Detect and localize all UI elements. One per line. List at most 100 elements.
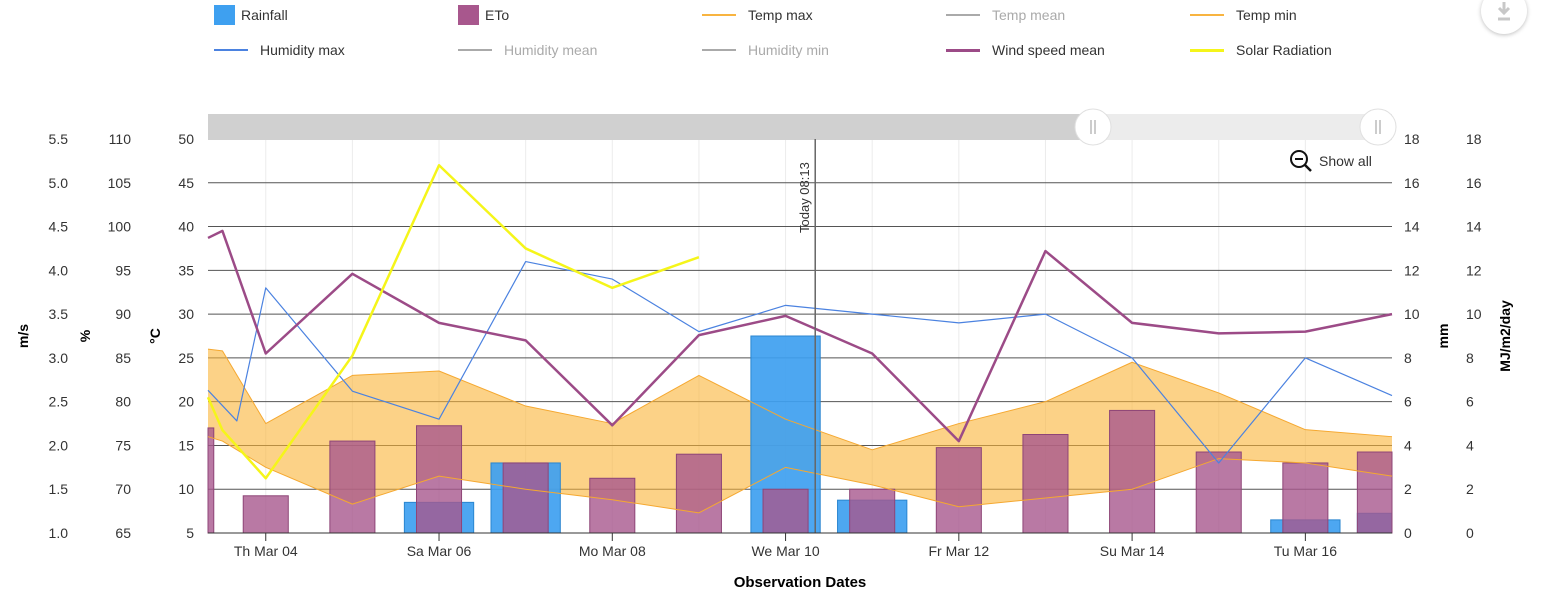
y-tick-label: 0: [1466, 525, 1474, 541]
legend-label: Humidity min: [748, 42, 829, 58]
y-tick-label: 10: [178, 481, 194, 497]
humidity-max-line: [207, 260, 1393, 464]
y-tick-label: 5.5: [49, 131, 69, 147]
legend-item-temp-max[interactable]: Temp max: [702, 4, 813, 26]
x-tick-label: Su Mar 14: [1100, 543, 1165, 559]
legend-swatch: [946, 48, 980, 52]
legend-label: Humidity max: [260, 42, 345, 58]
y-tick-label: 10: [1404, 306, 1420, 322]
eto-bar: [502, 462, 549, 534]
y-tick-label: 12: [1466, 262, 1482, 278]
legend-swatch: [214, 49, 248, 51]
y-tick-label: 8: [1404, 350, 1412, 366]
y-tick-label: 4.0: [49, 262, 69, 278]
x-tick-label: We Mar 10: [751, 543, 819, 559]
y-tick-label: 2: [1404, 481, 1412, 497]
y-tick-label: 3.5: [49, 306, 69, 322]
legend-swatch: [1190, 14, 1224, 16]
y-tick-label: 15: [178, 437, 194, 453]
y-tick-label: 12: [1404, 262, 1420, 278]
y-tick-label: 16: [1404, 175, 1420, 191]
x-axis-title: Observation Dates: [734, 574, 867, 591]
y-tick-label: 4.5: [49, 219, 69, 235]
handle-knob: [1074, 108, 1112, 146]
y-axis-humidity: 65 70 75 80 85 90 95 100 105 110%: [77, 131, 131, 541]
legend-item-humidity-max[interactable]: Humidity max: [214, 39, 345, 61]
y-tick-label: 6: [1466, 394, 1474, 410]
show-all-button[interactable]: Show all: [1289, 148, 1372, 174]
y-axis-title: %: [77, 329, 93, 342]
y-axis-wind: 1.0 1.5 2.0 2.5 3.0 3.5 4.0 4.5 5.0 5.5 m/s: [15, 131, 68, 541]
y-axis-solar: 0 2 4 6 8 10 12 14 16 18 MJ/m2/day: [1466, 131, 1513, 541]
eto-bar: [1282, 462, 1329, 534]
legend-item-rainfall[interactable]: Rainfall: [214, 4, 288, 26]
y-tick-label: 14: [1466, 219, 1482, 235]
show-all-label: Show all: [1319, 153, 1372, 169]
download-button[interactable]: [1481, 0, 1527, 34]
navigator-handle-right[interactable]: [1359, 108, 1397, 146]
x-tick-label: Mo Mar 08: [579, 543, 646, 559]
legend-item-humidity-mean[interactable]: Humidity mean: [458, 39, 597, 61]
chart-legend: Rainfall ETo Temp max Temp mean Temp min Humi…: [0, 0, 1566, 100]
legend-label: ETo: [485, 7, 510, 23]
eto-bar: [1109, 409, 1156, 534]
y-tick-label: 40: [178, 219, 194, 235]
legend-swatch: [946, 14, 980, 16]
legend-item-solar-radiation[interactable]: Solar Radiation: [1190, 39, 1332, 61]
y-tick-label: 65: [115, 525, 131, 541]
y-tick-label: 95: [115, 262, 131, 278]
navigator-selected-range: [208, 114, 1093, 140]
eto-bar: [207, 427, 215, 534]
legend-item-temp-min[interactable]: Temp min: [1190, 4, 1297, 26]
y-tick-label: 70: [115, 481, 131, 497]
eto-bars: [207, 409, 1393, 534]
legend-swatch: [214, 5, 235, 25]
y-tick-label: 6: [1404, 394, 1412, 410]
x-tick-label: Sa Mar 06: [407, 543, 472, 559]
legend-swatch: [458, 5, 479, 25]
eto-bar: [329, 440, 376, 534]
legend-item-humidity-min[interactable]: Humidity min: [702, 39, 829, 61]
y-tick-label: 5.0: [49, 175, 69, 191]
navigator-handle-left[interactable]: [1074, 108, 1112, 146]
zoom-out-icon: [1290, 150, 1312, 172]
y-axis-title: mm: [1435, 324, 1451, 349]
legend-item-eto[interactable]: ETo: [458, 4, 509, 26]
eto-bar: [849, 488, 896, 534]
legend-label: Humidity mean: [504, 42, 598, 58]
download-icon: [1497, 2, 1511, 21]
eto-bar: [1195, 451, 1242, 534]
y-axis-rain: 0 2 4 6 8 10 12 14 16 18 mm: [1404, 131, 1451, 541]
legend-item-wind-speed-mean[interactable]: Wind speed mean: [946, 39, 1105, 61]
legend-item-temp-mean[interactable]: Temp mean: [946, 4, 1065, 26]
x-tick-label: Tu Mar 16: [1274, 543, 1337, 559]
y-tick-label: 25: [178, 350, 194, 366]
legend-swatch: [1190, 48, 1224, 52]
eto-bar: [242, 495, 289, 534]
y-tick-label: 18: [1466, 131, 1482, 147]
eto-bar: [1356, 451, 1393, 534]
y-axis-title: m/s: [15, 324, 31, 348]
y-tick-label: 1.5: [49, 481, 69, 497]
y-tick-label: 110: [109, 131, 132, 147]
y-tick-label: 50: [178, 131, 194, 147]
legend-swatch: [458, 49, 492, 51]
y-tick-label: 80: [115, 394, 131, 410]
y-tick-label: 5: [186, 525, 194, 541]
y-axis-title: MJ/m2/day: [1497, 300, 1513, 372]
y-axis-title: °C: [147, 328, 163, 344]
today-marker-label: Today 08:13: [797, 162, 812, 233]
eto-bar: [415, 425, 463, 534]
y-tick-label: 4: [1466, 437, 1474, 453]
y-tick-label: 35: [178, 262, 194, 278]
y-tick-label: 14: [1404, 219, 1420, 235]
y-tick-label: 4: [1404, 437, 1412, 453]
y-tick-label: 8: [1466, 350, 1474, 366]
y-tick-label: 20: [178, 394, 194, 410]
eto-bar: [762, 488, 809, 534]
y-tick-label: 30: [178, 306, 194, 322]
legend-label: Solar Radiation: [1236, 42, 1332, 58]
temp-min-line: [207, 436, 1393, 514]
y-tick-label: 75: [115, 437, 131, 453]
